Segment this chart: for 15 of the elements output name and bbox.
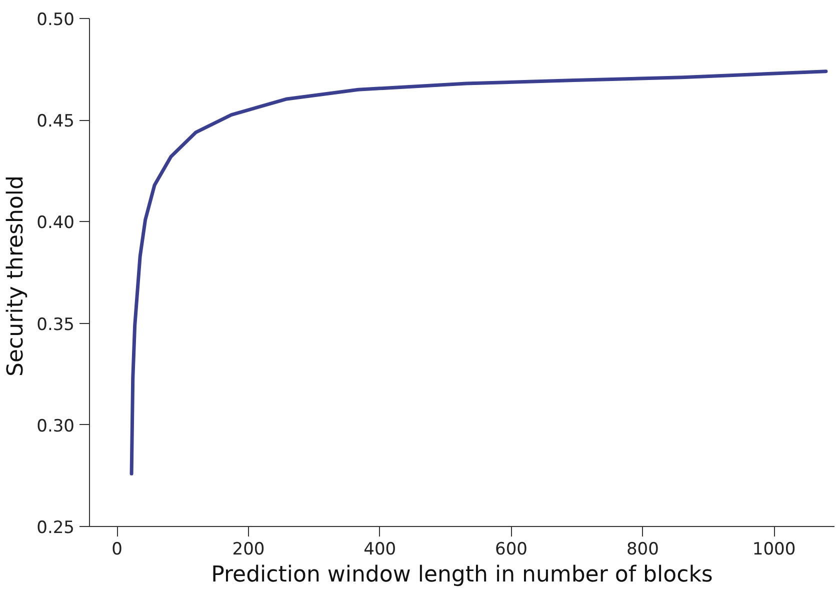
y-tick-label: 0.40 <box>36 213 75 234</box>
x-tick-label: 200 <box>232 540 265 560</box>
y-axis-title: Security threshold <box>4 176 29 376</box>
x-tick-label: 800 <box>626 540 659 560</box>
y-tick-label: 0.30 <box>36 416 75 436</box>
y-tick-label: 0.25 <box>36 518 75 538</box>
x-tick-label: 600 <box>495 540 528 560</box>
x-tick-label: 1000 <box>752 540 796 560</box>
x-tick-label: 0 <box>112 540 123 560</box>
x-tick-label: 400 <box>364 540 396 560</box>
y-tick-label: 0.45 <box>36 112 75 132</box>
x-axis-title: Prediction window length in number of blocks <box>211 562 713 588</box>
y-tick-label: 0.35 <box>36 314 75 335</box>
line-series <box>130 70 828 476</box>
y-tick-label: 0.50 <box>36 10 75 30</box>
